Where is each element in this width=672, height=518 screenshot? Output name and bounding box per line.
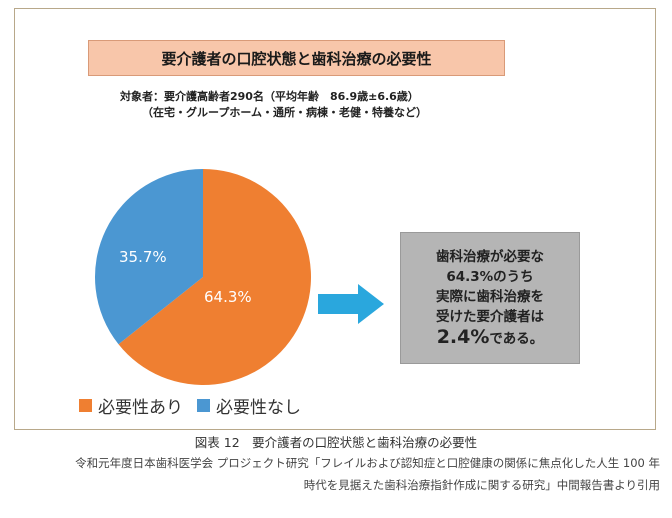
legend-swatch-no: [197, 399, 210, 412]
callout-value: 2.4%: [436, 326, 490, 348]
legend-item-yes: 必要性あり: [79, 393, 183, 418]
callout-tail: である。: [489, 331, 544, 347]
slice-label-yes: 64.3%: [204, 288, 252, 306]
pie-slice-yes: [118, 169, 312, 385]
callout-line-3: 実際に歯科治療を: [436, 289, 544, 305]
source-citation: 令和元年度日本歯科医学会 プロジェクト研究「フレイルおよび認知症と口腔健康の関係…: [0, 452, 660, 496]
legend: 必要性あり 必要性なし: [79, 393, 315, 418]
legend-item-no: 必要性なし: [197, 393, 301, 418]
callout-line-2: 64.3%のうち: [446, 269, 534, 285]
figure-caption: 図表 12 要介護者の口腔状態と歯科治療の必要性: [194, 435, 478, 450]
pie-slice-no: [95, 169, 203, 345]
legend-swatch-yes: [79, 399, 92, 412]
right-arrow-icon: [318, 284, 384, 324]
chart-subtitle: 対象者：要介護高齢者290名（平均年齢 86.9歳±6.6歳） （在宅・グループ…: [120, 89, 540, 121]
legend-label-no: 必要性なし: [216, 398, 301, 418]
slice-label-no: 35.7%: [119, 248, 167, 266]
source-line-1: 令和元年度日本歯科医学会 プロジェクト研究「フレイルおよび認知症と口腔健康の関係…: [75, 456, 660, 470]
callout-line-4: 受けた要介護者は: [436, 309, 544, 325]
callout-line-1: 歯科治療が必要な: [436, 249, 544, 265]
source-line-2: 時代を見据えた歯科治療指針作成に関する研究」中間報告書より引用: [303, 478, 660, 492]
callout-box: 歯科治療が必要な 64.3%のうち 実際に歯科治療を 受けた要介護者は 2.4%…: [400, 232, 580, 364]
legend-label-yes: 必要性あり: [98, 398, 183, 418]
chart-title: 要介護者の口腔状態と歯科治療の必要性: [88, 40, 505, 76]
pie-chart: [95, 169, 312, 385]
subtitle-line-1: 対象者：要介護高齢者290名（平均年齢 86.9歳±6.6歳）: [120, 90, 419, 103]
subtitle-line-2: （在宅・グループホーム・通所・病棟・老健・特養など）: [142, 106, 428, 119]
callout-line-5: 2.4%である。: [437, 327, 544, 349]
